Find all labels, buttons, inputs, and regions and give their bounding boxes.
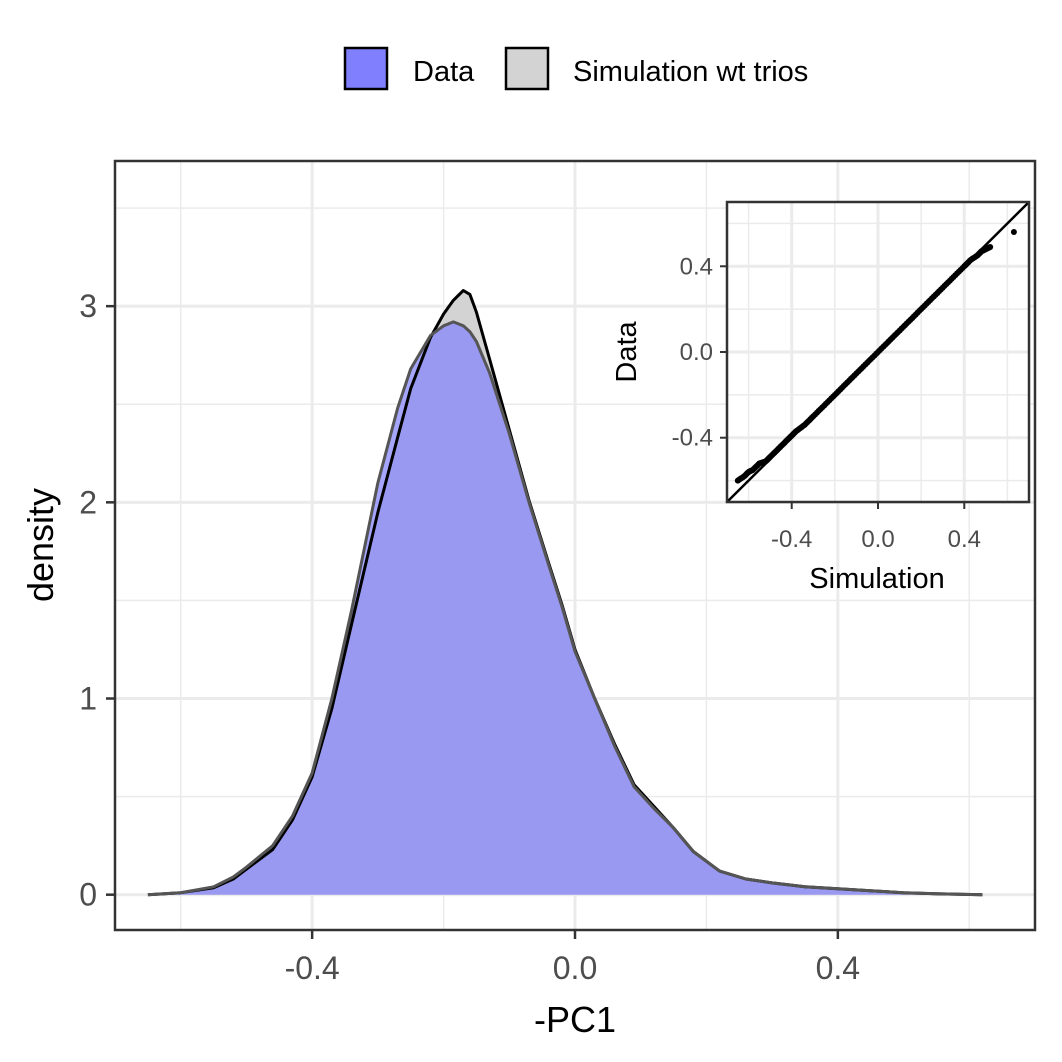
main-axes: -0.4 0.0 0.4 0 1 2 3 [79,288,860,986]
main-x-axis-title: -PC1 [534,999,616,1040]
main-y-tick-label: 2 [79,484,97,520]
legend-key-data [343,46,389,91]
legend-key-simulation [504,46,550,91]
legend-label-data: Data [413,56,475,88]
inset-qq-point [1010,229,1017,235]
main-x-tick-label: 0.0 [553,950,597,986]
inset-x-tick-label: -0.4 [771,526,812,553]
series-area-data [147,321,983,895]
inset-y-tick-label: -0.4 [672,425,713,452]
inset-x-tick-label: 0.0 [861,526,894,553]
inset-y-tick-label: 0.0 [680,339,713,366]
main-density-curves [147,289,983,897]
main-y-tick-label: 3 [79,288,97,324]
inset-plot: -0.4 0.0 0.4 -0.4 0.0 0.4 Simulation Data [611,200,1031,595]
legend-label-simulation: Simulation wt trios [573,56,808,88]
inset-axes: -0.4 0.0 0.4 -0.4 0.0 0.4 [672,253,981,553]
main-y-tick-label: 0 [79,877,97,913]
main-x-tick-label: -0.4 [285,950,340,986]
inset-qq-points [726,201,1030,503]
main-y-tick-label: 1 [79,681,97,717]
main-y-axis-title: density [20,488,61,602]
inset-qq-point [987,244,994,250]
inset-y-tick-label: 0.4 [680,253,713,280]
inset-x-axis-title: Simulation [809,563,944,595]
main-x-tick-label: 0.4 [816,950,860,986]
inset-y-axis-title: Data [611,321,643,383]
series-line-data [147,320,983,897]
legend: Data Simulation wt trios [343,46,808,91]
inset-x-tick-label: 0.4 [948,526,981,553]
